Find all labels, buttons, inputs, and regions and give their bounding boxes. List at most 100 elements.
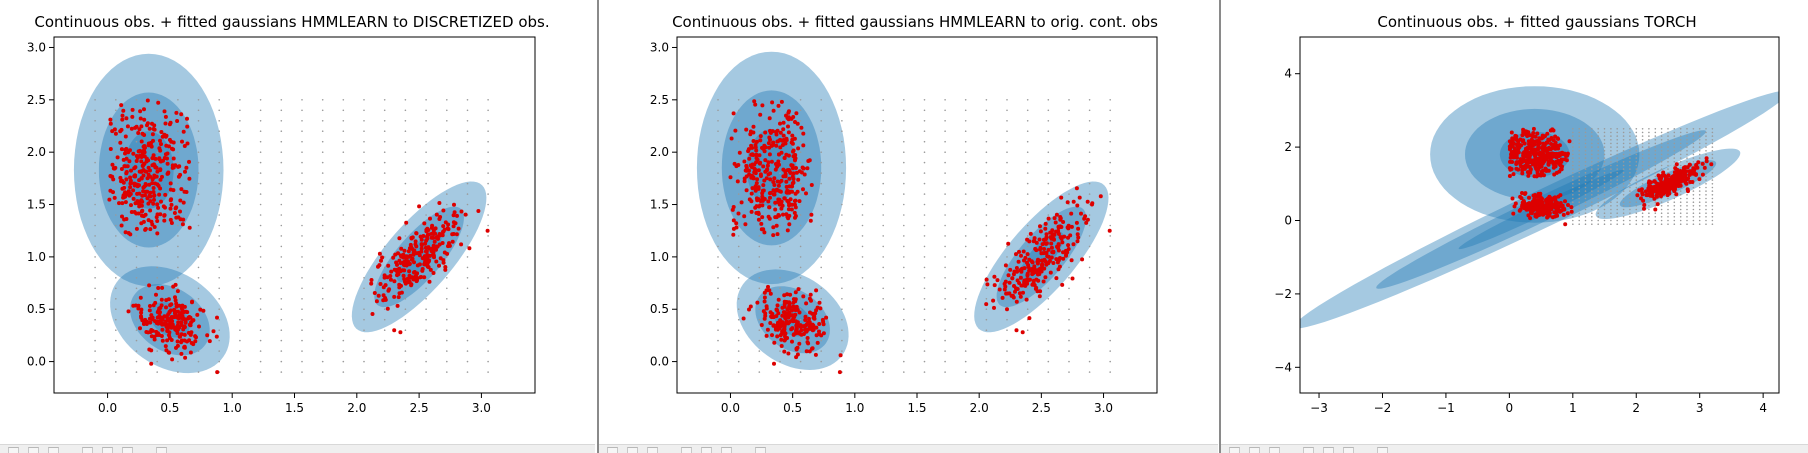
configure-icon[interactable] bbox=[721, 447, 732, 453]
data-point bbox=[139, 203, 144, 208]
y-tick-label: 0.0 bbox=[27, 355, 46, 369]
data-point bbox=[1028, 267, 1033, 272]
home-icon[interactable] bbox=[607, 447, 618, 453]
back-icon[interactable] bbox=[627, 447, 638, 453]
grid-dot bbox=[820, 182, 822, 185]
save-icon[interactable] bbox=[1377, 447, 1388, 453]
grid-dot bbox=[1006, 161, 1008, 164]
grid-dot bbox=[1679, 197, 1682, 200]
grid-dot bbox=[1679, 201, 1682, 203]
grid-dot bbox=[115, 308, 117, 311]
grid-dot bbox=[1635, 139, 1638, 141]
pan-icon[interactable] bbox=[1303, 447, 1314, 453]
configure-icon[interactable] bbox=[1343, 447, 1354, 453]
grid-dot bbox=[1088, 235, 1091, 237]
forward-icon[interactable] bbox=[647, 447, 658, 453]
data-point bbox=[428, 267, 433, 272]
data-point bbox=[774, 223, 779, 228]
grid-dot bbox=[1673, 208, 1676, 211]
data-point bbox=[818, 306, 823, 311]
data-point bbox=[138, 153, 143, 158]
grid-dot bbox=[1047, 308, 1050, 311]
grid-dot bbox=[1705, 175, 1707, 178]
grid-dot bbox=[94, 256, 96, 258]
forward-icon[interactable] bbox=[48, 447, 59, 453]
data-point bbox=[1507, 174, 1512, 178]
data-point bbox=[159, 297, 164, 302]
data-point bbox=[783, 337, 788, 342]
home-icon[interactable] bbox=[8, 447, 19, 453]
grid-dot bbox=[342, 329, 345, 332]
data-point bbox=[760, 103, 765, 108]
grid-dot bbox=[1026, 308, 1029, 311]
grid-dot bbox=[1660, 135, 1663, 137]
home-icon[interactable] bbox=[1229, 447, 1240, 453]
grid-dot bbox=[197, 287, 200, 290]
grid-dot bbox=[425, 120, 427, 122]
grid-dot bbox=[1068, 308, 1070, 311]
back-icon[interactable] bbox=[28, 447, 39, 453]
save-icon[interactable] bbox=[156, 447, 167, 453]
forward-icon[interactable] bbox=[1269, 447, 1280, 453]
grid-dot bbox=[446, 172, 448, 174]
data-point bbox=[796, 323, 801, 328]
data-point bbox=[119, 167, 124, 171]
pan-icon[interactable] bbox=[82, 447, 93, 453]
data-point bbox=[728, 175, 733, 180]
grid-dot bbox=[1660, 223, 1663, 225]
data-point bbox=[392, 294, 397, 299]
data-point bbox=[1027, 257, 1032, 262]
grid-dot bbox=[1622, 219, 1625, 222]
data-point bbox=[1642, 203, 1647, 207]
data-point bbox=[188, 350, 193, 355]
pan-icon[interactable] bbox=[681, 447, 692, 453]
grid-dot bbox=[404, 329, 407, 332]
grid-dot bbox=[239, 308, 241, 311]
grid-dot bbox=[1584, 168, 1587, 170]
grid-dot bbox=[404, 109, 407, 112]
data-point bbox=[191, 342, 196, 347]
data-point bbox=[757, 161, 762, 166]
back-icon[interactable] bbox=[1249, 447, 1260, 453]
data-point bbox=[1075, 203, 1080, 208]
grid-dot bbox=[1698, 157, 1701, 159]
data-point bbox=[1511, 211, 1516, 216]
data-point bbox=[749, 191, 754, 196]
grid-dot bbox=[820, 193, 822, 195]
grid-dot bbox=[1591, 201, 1593, 203]
grid-dot bbox=[466, 350, 469, 352]
grid-dot bbox=[1109, 109, 1111, 112]
data-point bbox=[108, 117, 113, 122]
grid-dot bbox=[1088, 350, 1091, 352]
grid-dot bbox=[1616, 172, 1618, 174]
grid-dot bbox=[363, 161, 365, 164]
grid-dot bbox=[1047, 277, 1050, 279]
data-point bbox=[386, 288, 391, 293]
grid-dot bbox=[1616, 219, 1618, 222]
grid-dot bbox=[156, 109, 158, 112]
grid-dot bbox=[1616, 208, 1618, 211]
grid-dot bbox=[1109, 339, 1111, 342]
grid-dot bbox=[259, 298, 262, 300]
grid-dot bbox=[404, 235, 407, 237]
data-point bbox=[750, 162, 755, 167]
grid-dot bbox=[1667, 201, 1669, 203]
grid-dot bbox=[446, 151, 448, 153]
grid-dot bbox=[882, 339, 884, 342]
x-tick-label: 0.0 bbox=[721, 401, 740, 415]
configure-icon[interactable] bbox=[122, 447, 133, 453]
grid-dot bbox=[115, 99, 117, 101]
grid-dot bbox=[882, 329, 884, 332]
zoom-icon[interactable] bbox=[1323, 447, 1334, 453]
zoom-icon[interactable] bbox=[701, 447, 712, 453]
data-point bbox=[380, 255, 385, 260]
data-point bbox=[1522, 141, 1527, 146]
zoom-icon[interactable] bbox=[102, 447, 113, 453]
grid-dot bbox=[404, 214, 407, 216]
grid-dot bbox=[717, 256, 719, 258]
grid-dot bbox=[1591, 164, 1593, 167]
grid-dot bbox=[1692, 216, 1695, 218]
grid-dot bbox=[1068, 350, 1070, 352]
save-icon[interactable] bbox=[755, 447, 766, 453]
grid-dot bbox=[1109, 277, 1111, 279]
